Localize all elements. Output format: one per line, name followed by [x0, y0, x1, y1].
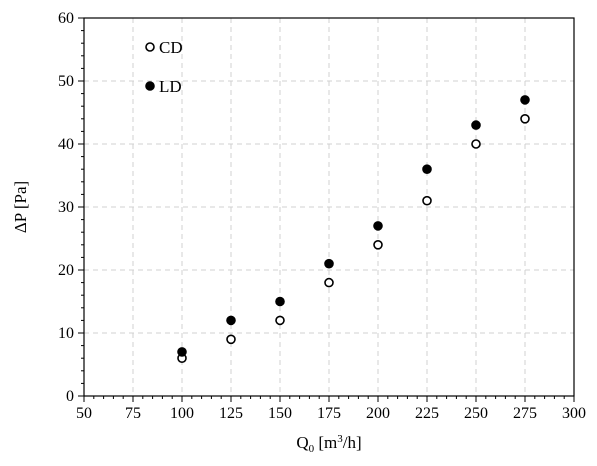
- x-tick-label: 100: [170, 405, 194, 422]
- point-ld: [177, 347, 187, 357]
- legend: CD LD: [145, 38, 183, 96]
- x-tick-label: 275: [513, 405, 537, 422]
- y-tick-label: 50: [58, 73, 74, 90]
- point-ld: [471, 120, 481, 130]
- data-points: [177, 95, 530, 364]
- y-tick-label: 20: [58, 262, 74, 279]
- tick-labels: 50 75 100 125 150 175 200 225 250 275 300 0 10 20 30 40…: [58, 10, 586, 422]
- legend-marker-ld: [145, 81, 155, 91]
- point-cd: [373, 240, 383, 250]
- y-tick-label: 40: [58, 136, 74, 153]
- point-ld: [422, 164, 432, 174]
- point-cd: [324, 277, 334, 288]
- point-ld: [520, 95, 530, 105]
- point-cd: [520, 114, 530, 124]
- point-cd: [422, 195, 432, 206]
- x-axis-label-superscript: 3: [337, 433, 343, 445]
- x-axis-label-end: /h]: [343, 433, 362, 452]
- point-ld: [373, 221, 383, 231]
- y-tick-label: 60: [58, 10, 74, 27]
- grid-lines: [84, 18, 574, 396]
- x-axis-label-subscript: 0: [309, 443, 315, 455]
- legend-label-ld: LD: [159, 77, 182, 96]
- x-tick-label: 175: [317, 405, 341, 422]
- y-tick-label: 0: [66, 388, 74, 405]
- x-tick-label: 250: [464, 405, 488, 422]
- point-cd: [471, 139, 481, 149]
- x-tick-label: 125: [219, 405, 243, 422]
- point-ld: [275, 296, 285, 307]
- point-cd: [275, 315, 285, 326]
- x-tick-label: 200: [366, 405, 390, 422]
- x-axis-label-unit: [m: [314, 433, 337, 452]
- x-tick-label: 50: [76, 405, 92, 422]
- x-tick-label: 75: [125, 405, 141, 422]
- x-axis-label: Q0 [m3/h]: [296, 433, 361, 455]
- x-axis-label-main: Q: [296, 433, 308, 452]
- legend-label-cd: CD: [159, 38, 183, 57]
- y-axis-label: ΔP [Pa]: [11, 181, 30, 233]
- legend-marker-cd: [145, 42, 155, 52]
- point-ld: [226, 315, 236, 326]
- y-tick-label: 10: [58, 325, 74, 342]
- x-tick-label: 225: [415, 405, 439, 422]
- x-tick-label: 150: [268, 405, 292, 422]
- y-tick-label: 30: [58, 199, 74, 216]
- axis-ticks: [78, 17, 575, 402]
- point-ld: [324, 258, 334, 269]
- point-cd: [226, 334, 236, 345]
- x-tick-label: 300: [562, 405, 586, 422]
